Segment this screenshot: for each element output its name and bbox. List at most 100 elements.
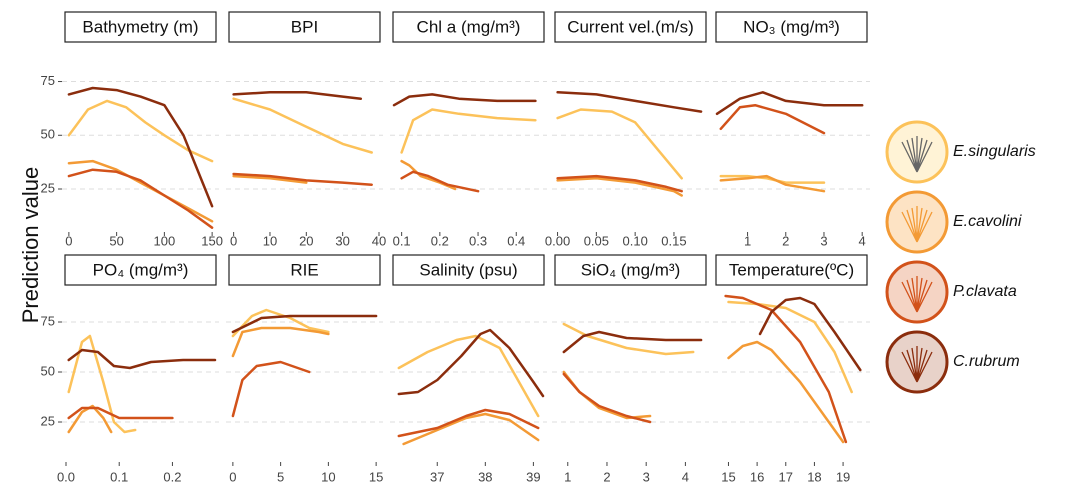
facet-strip: [715, 11, 868, 43]
facet-strip: [554, 254, 707, 286]
facet-strip: [715, 254, 868, 286]
series-line: [562, 322, 695, 356]
y-tick-label: 75: [41, 73, 55, 88]
series-line: [231, 314, 378, 334]
facet-title: Salinity (psu): [419, 260, 517, 279]
facet-title: RIE: [290, 260, 318, 279]
x-tick-label: 1: [744, 233, 751, 248]
y-tick-label: 75: [41, 313, 55, 328]
x-tick-label: 4: [682, 469, 689, 484]
legend-label: C.rubrum: [953, 353, 1020, 370]
series-line: [400, 108, 537, 154]
series-line: [232, 91, 363, 100]
x-tick-label: 0.05: [584, 233, 609, 248]
facet-strip: [64, 254, 217, 286]
series-line: [562, 330, 703, 354]
x-tick-label: 15: [369, 469, 383, 484]
series-line: [67, 168, 214, 229]
series-line: [231, 360, 311, 418]
x-tick-label: 100: [154, 233, 176, 248]
x-tick-label: 19: [836, 469, 850, 484]
legend-glyph: [901, 136, 933, 173]
facet-title: BPI: [291, 17, 318, 36]
x-tick-label: 0.0: [57, 469, 75, 484]
x-tick-label: 1: [564, 469, 571, 484]
series-line: [397, 334, 540, 418]
legend-label: E.singularis: [953, 143, 1036, 160]
series-line: [727, 340, 845, 444]
series-line: [232, 172, 373, 186]
facet-strip: [392, 11, 545, 43]
x-tick-label: 17: [779, 469, 793, 484]
x-tick-label: 150: [201, 233, 223, 248]
x-tick-label: 0.2: [431, 233, 449, 248]
y-tick-label: 25: [41, 413, 55, 428]
x-tick-label: 20: [299, 233, 313, 248]
series-line: [232, 174, 308, 184]
x-tick-label: 0.3: [469, 233, 487, 248]
facet-strip: [228, 254, 381, 286]
legend-glyph: [901, 276, 933, 313]
y-axis-label: Prediction value: [18, 167, 43, 324]
series-line: [232, 97, 373, 154]
facet-strip: [228, 11, 381, 43]
series-line: [562, 370, 652, 420]
series-line: [556, 174, 683, 193]
x-tick-label: 0.15: [661, 233, 686, 248]
series-line: [67, 406, 174, 420]
x-tick-label: 0.2: [163, 469, 181, 484]
legend-glyph: [901, 206, 933, 243]
series-line: [556, 91, 703, 113]
legend-label: E.cavolini: [953, 213, 1022, 230]
x-tick-label: 0: [230, 233, 237, 248]
x-tick-label: 3: [643, 469, 650, 484]
series-line: [67, 159, 214, 223]
x-tick-label: 30: [335, 233, 349, 248]
series-line: [397, 408, 540, 438]
series-line: [727, 300, 853, 394]
x-tick-label: 0.1: [393, 233, 411, 248]
x-tick-label: 2: [603, 469, 610, 484]
x-tick-label: 37: [430, 469, 444, 484]
x-tick-label: 4: [859, 233, 866, 248]
x-tick-label: 0.4: [507, 233, 525, 248]
series-line: [400, 170, 480, 193]
facet-strip: [64, 11, 217, 43]
facet-title: Current vel.(m/s): [567, 17, 694, 36]
series-line: [402, 412, 540, 446]
x-tick-label: 50: [109, 233, 123, 248]
x-tick-label: 38: [478, 469, 492, 484]
series-line: [67, 99, 214, 163]
x-tick-label: 3: [820, 233, 827, 248]
series-line: [758, 296, 862, 372]
x-tick-label: 2: [782, 233, 789, 248]
facet-strip: [554, 11, 707, 43]
x-tick-label: 0.1: [110, 469, 128, 484]
x-tick-label: 0.10: [623, 233, 648, 248]
y-tick-label: 50: [41, 363, 55, 378]
legend-glyph: [901, 346, 933, 383]
y-tick-label: 50: [41, 127, 55, 142]
series-line: [231, 308, 330, 338]
series-line: [719, 174, 826, 193]
facet-title: PO₄ (mg/m³): [93, 260, 189, 279]
x-tick-label: 16: [750, 469, 764, 484]
legend-label: P.clavata: [953, 283, 1017, 300]
series-line: [556, 177, 683, 197]
facet-title: Chl a (mg/m³): [417, 17, 521, 36]
series-line: [715, 91, 864, 116]
series-line: [719, 174, 826, 184]
facet-title: Temperature(ºC): [729, 260, 854, 279]
x-tick-label: 10: [263, 233, 277, 248]
facet-title: SiO₄ (mg/m³): [581, 260, 681, 279]
y-tick-label: 25: [41, 180, 55, 195]
x-tick-label: 0: [65, 233, 72, 248]
series-line: [67, 86, 214, 208]
series-line: [562, 372, 652, 424]
series-line: [231, 326, 330, 358]
series-line: [392, 93, 537, 107]
series-line: [724, 294, 848, 444]
x-tick-label: 0: [229, 469, 236, 484]
facet-title: NO₃ (mg/m³): [743, 17, 840, 36]
